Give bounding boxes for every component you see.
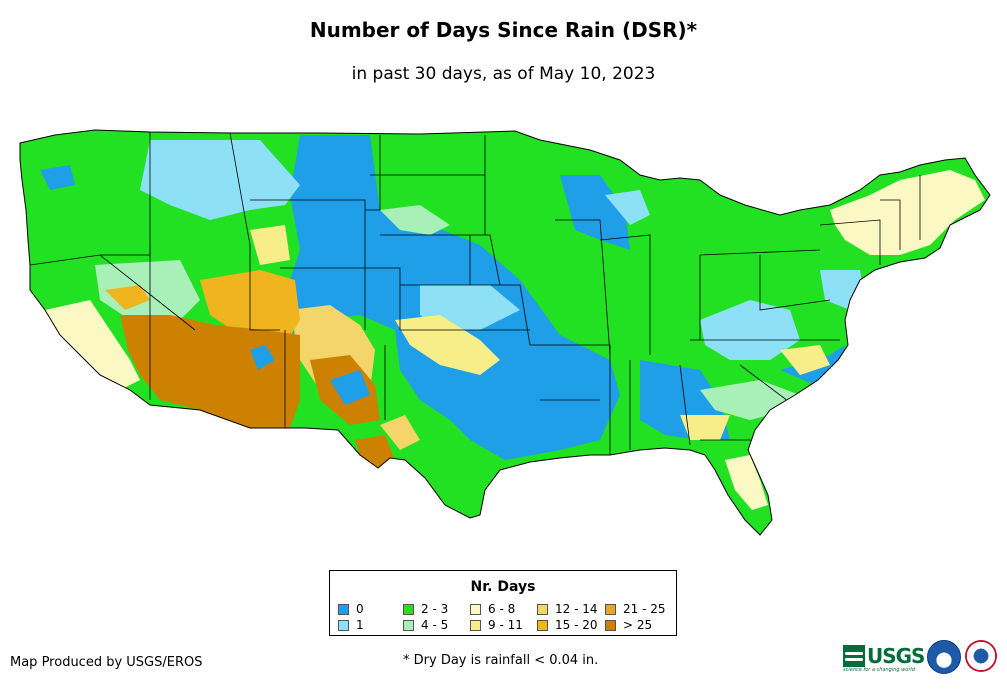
- legend-label-9: > 25: [623, 618, 653, 632]
- usgs-wave-icon: [843, 645, 865, 667]
- legend-swatch-0: [338, 603, 349, 615]
- legend-swatch-6: [537, 603, 548, 615]
- usgs-logo-text: USGS: [867, 644, 925, 668]
- legend: Nr. Days 0 1 2 - 3 4 - 5 6 - 8 9 - 11 12…: [329, 570, 677, 636]
- legend-label-6: 12 - 14: [555, 602, 598, 616]
- legend-label-0: 0: [356, 602, 364, 616]
- map-credit: Map Produced by USGS/EROS: [10, 655, 203, 670]
- legend-item-2: 2 - 3: [403, 602, 448, 616]
- legend-item-1: 1: [338, 618, 364, 632]
- legend-swatch-5: [470, 619, 481, 631]
- noaa-logo-icon: [927, 640, 961, 674]
- legend-item-5: 9 - 11: [470, 618, 523, 632]
- legend-swatch-8: [605, 603, 616, 615]
- legend-swatch-3: [403, 619, 414, 631]
- legend-swatch-7: [537, 619, 548, 631]
- legend-label-4: 6 - 8: [488, 602, 516, 616]
- legend-item-8: 21 - 25: [605, 602, 666, 616]
- map-title: Number of Days Since Rain (DSR)*: [309, 18, 698, 42]
- legend-label-2: 2 - 3: [421, 602, 449, 616]
- nws-logo-icon: [965, 640, 997, 672]
- usgs-logo: USGS: [843, 644, 925, 668]
- map-subtitle: in past 30 days, as of May 10, 2023: [351, 64, 656, 84]
- legend-item-9: > 25: [605, 618, 652, 632]
- legend-item-4: 6 - 8: [470, 602, 515, 616]
- usgs-tagline: science for a changing world: [843, 667, 915, 673]
- agency-logos: USGS science for a changing world: [843, 640, 1003, 680]
- legend-label-3: 4 - 5: [421, 618, 449, 632]
- legend-swatch-4: [470, 603, 481, 615]
- legend-item-0: 0: [338, 602, 364, 616]
- legend-item-7: 15 - 20: [537, 618, 598, 632]
- dsr-map: [19, 129, 991, 536]
- legend-label-8: 21 - 25: [623, 602, 666, 616]
- dry-day-note: * Dry Day is rainfall < 0.04 in.: [403, 653, 599, 668]
- legend-item-3: 4 - 5: [403, 618, 448, 632]
- legend-swatch-9: [605, 619, 616, 631]
- legend-label-7: 15 - 20: [555, 618, 598, 632]
- legend-label-1: 1: [356, 618, 364, 632]
- legend-swatch-2: [403, 603, 414, 615]
- legend-item-6: 12 - 14: [537, 602, 598, 616]
- legend-swatch-1: [338, 619, 349, 631]
- legend-label-5: 9 - 11: [488, 618, 523, 632]
- legend-title: Nr. Days: [470, 579, 536, 595]
